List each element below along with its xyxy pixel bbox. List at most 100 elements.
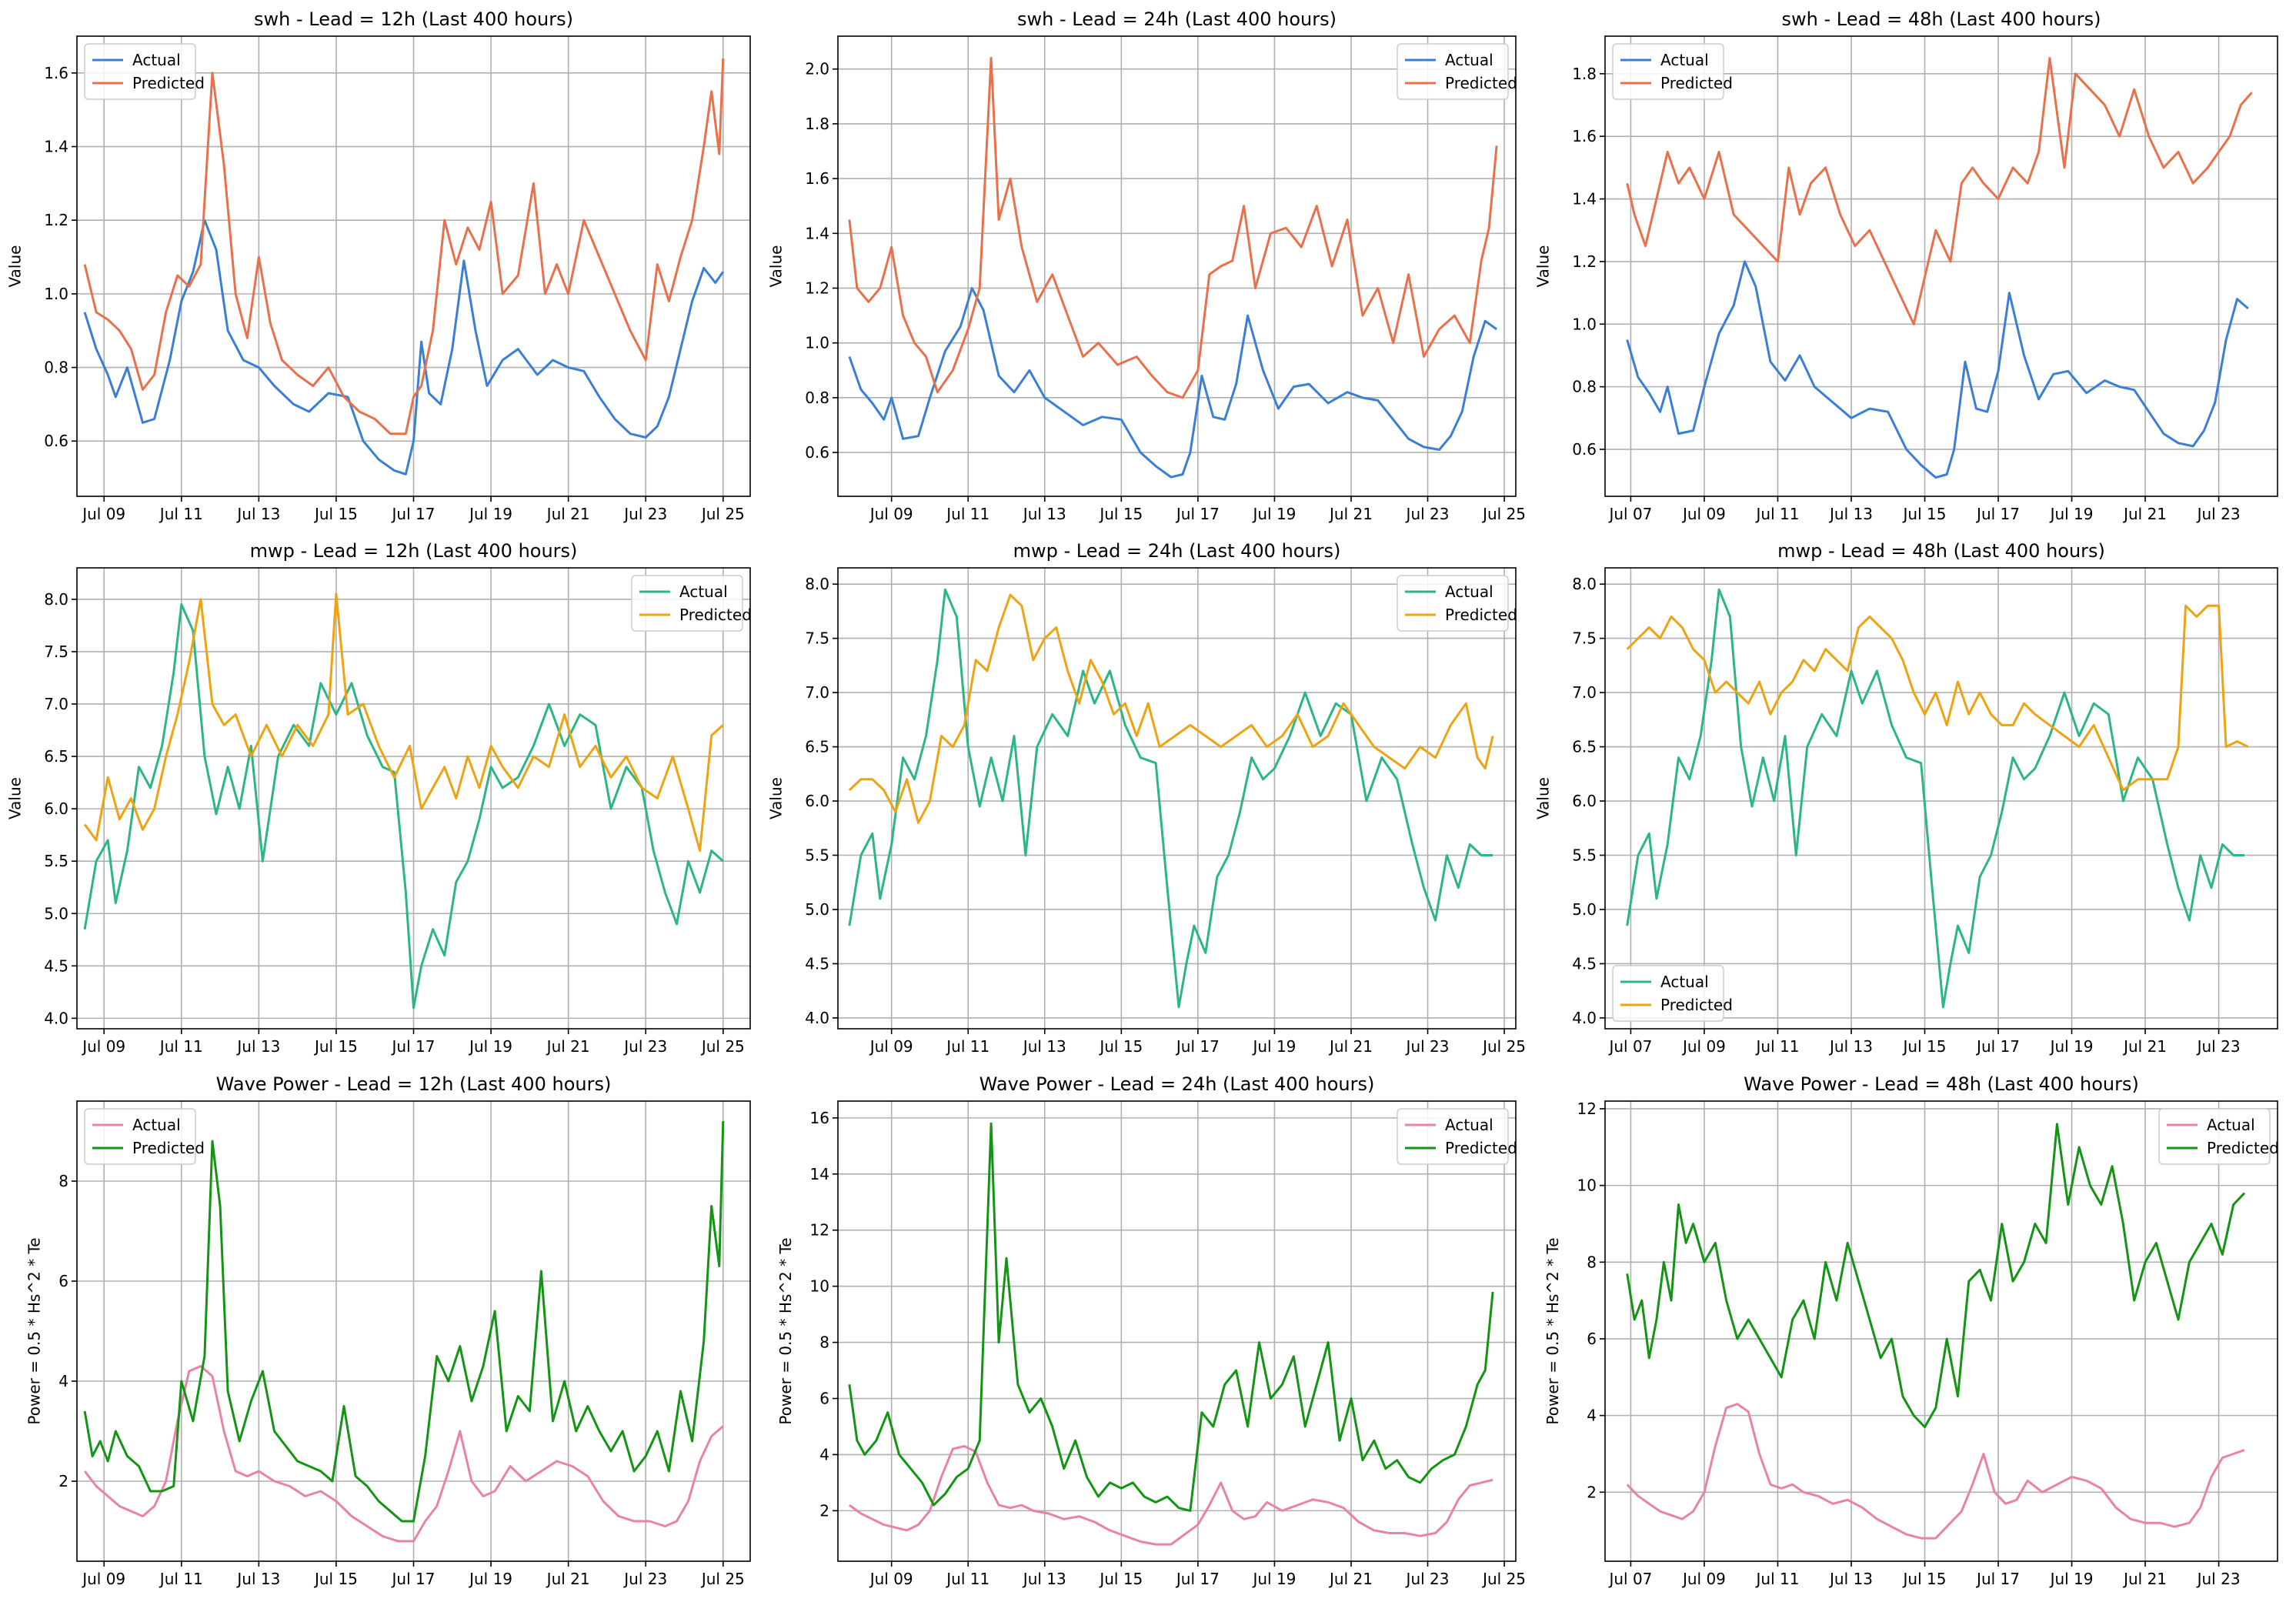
- y-axis-label: Value: [6, 777, 25, 819]
- y-tick-label: 2: [58, 1472, 68, 1490]
- y-tick-label: 4: [1587, 1407, 1597, 1425]
- x-tick-label: Jul 17: [391, 1037, 436, 1056]
- chart-panel-2: Jul 09 Jul 11 Jul 13 Jul 15 Jul 17 Jul 19 Jul …: [767, 8, 1527, 523]
- chart-title: Wave Power - Lead = 12h (Last 400 hours): [216, 1073, 612, 1095]
- x-tick-label: Jul 23: [1405, 1037, 1450, 1056]
- x-tick-label: Jul 23: [622, 1037, 667, 1056]
- legend-box: [84, 43, 196, 100]
- x-tick-label: Jul 23: [2196, 1570, 2241, 1588]
- legend-label-actual: Actual: [1445, 51, 1493, 69]
- y-tick-label: 8.0: [805, 575, 829, 593]
- y-tick-label: 1.2: [805, 279, 829, 297]
- x-tick-label: Jul 11: [159, 505, 203, 523]
- x-tick-label: Jul 23: [1405, 1570, 1450, 1588]
- y-tick-label: 4.5: [44, 956, 68, 975]
- y-tick-label: 5.5: [44, 852, 68, 870]
- y-tick-label: 14: [810, 1165, 829, 1183]
- legend-label-actual: Actual: [132, 1116, 181, 1134]
- legend-label-actual: Actual: [1660, 973, 1709, 991]
- series-line-predicted: [1626, 57, 2253, 325]
- legend-box: [1612, 43, 1724, 100]
- legend: Actual Predicted: [631, 575, 752, 632]
- x-tick-label: Jul 17: [1975, 1570, 2020, 1588]
- x-tick-label: Jul 09: [869, 505, 913, 523]
- x-tick-label: Jul 11: [945, 1570, 989, 1588]
- x-tick-label: Jul 17: [1175, 1570, 1220, 1588]
- y-tick-label: 7.0: [805, 683, 829, 702]
- y-tick-label: 1.4: [44, 138, 68, 156]
- y-tick-label: 10: [1577, 1176, 1597, 1195]
- axes-frame: [837, 35, 1517, 497]
- chart-panel-1: Jul 09 Jul 11 Jul 13 Jul 15 Jul 17 Jul 19 Jul …: [6, 8, 751, 523]
- x-tick-label: Jul 21: [1328, 1570, 1373, 1588]
- y-tick-label: 1.6: [1572, 127, 1597, 145]
- x-tick-label: Jul 25: [1481, 1037, 1526, 1056]
- legend-label-predicted: Predicted: [1445, 74, 1517, 92]
- series-line-predicted: [83, 1120, 725, 1523]
- series-line-predicted: [1626, 604, 2249, 792]
- legend-label-actual: Actual: [679, 582, 728, 601]
- x-tick-label: Jul 25: [1481, 1570, 1526, 1588]
- y-tick-label: 1.0: [1572, 315, 1597, 333]
- legend-label-predicted: Predicted: [1445, 1139, 1517, 1157]
- y-tick-label: 6.0: [805, 792, 829, 810]
- y-tick-label: 0.8: [1572, 378, 1597, 396]
- legend: Actual Predicted: [1397, 43, 1517, 100]
- x-tick-label: Jul 23: [2196, 505, 2241, 523]
- y-tick-label: 2: [1587, 1483, 1597, 1501]
- chart-title: mwp - Lead = 48h (Last 400 hours): [1777, 540, 2105, 562]
- x-tick-label: Jul 13: [235, 1037, 280, 1056]
- y-tick-label: 4.0: [44, 1009, 68, 1027]
- y-tick-label: 6: [819, 1390, 829, 1408]
- chart-title: Wave Power - Lead = 24h (Last 400 hours): [979, 1073, 1375, 1095]
- x-tick-label: Jul 19: [2049, 1037, 2094, 1056]
- series-line-actual: [848, 287, 1497, 479]
- legend-box: [1397, 1108, 1509, 1165]
- x-tick-label: Jul 13: [1022, 1037, 1066, 1056]
- y-axis-label: Value: [6, 245, 25, 288]
- series-line-actual: [83, 219, 725, 476]
- legend-label-actual: Actual: [1660, 51, 1709, 69]
- chart-panel-4: Jul 09 Jul 11 Jul 13 Jul 15 Jul 17 Jul 19 Jul …: [6, 540, 752, 1056]
- x-tick-label: Jul 09: [1681, 1037, 1726, 1056]
- x-tick-label: Jul 09: [1681, 1570, 1726, 1588]
- y-tick-label: 4.0: [805, 1009, 829, 1027]
- y-axis-label: Power = 0.5 * Hs^2 * Te: [1543, 1237, 1562, 1424]
- y-axis-label: Value: [1534, 245, 1553, 288]
- x-tick-label: Jul 21: [2122, 1037, 2167, 1056]
- legend-label-predicted: Predicted: [1445, 606, 1517, 624]
- series-line-actual: [849, 1445, 1493, 1546]
- y-axis-label: Value: [767, 777, 786, 819]
- y-tick-label: 4.0: [1572, 1009, 1597, 1027]
- chart-title: mwp - Lead = 12h (Last 400 hours): [250, 540, 578, 562]
- axes-frame: [837, 567, 1517, 1030]
- y-tick-label: 1.4: [805, 224, 829, 242]
- x-tick-label: Jul 11: [945, 1037, 989, 1056]
- x-tick-label: Jul 15: [1902, 1037, 1947, 1056]
- series-line-predicted: [848, 57, 1498, 399]
- x-tick-label: Jul 13: [235, 505, 280, 523]
- y-tick-label: 1.2: [44, 211, 68, 229]
- x-tick-label: Jul 15: [1902, 1570, 1947, 1588]
- chart-panel-8: Jul 09 Jul 11 Jul 13 Jul 15 Jul 17 Jul 19 Jul …: [776, 1073, 1526, 1588]
- x-tick-label: Jul 17: [391, 1570, 436, 1588]
- x-tick-label: Jul 09: [81, 1570, 125, 1588]
- legend-label-actual: Actual: [2207, 1116, 2255, 1134]
- y-tick-label: 8: [819, 1333, 829, 1352]
- x-tick-label: Jul 21: [1328, 1037, 1373, 1056]
- x-tick-label: Jul 19: [2049, 1570, 2094, 1588]
- axes-frame: [837, 1100, 1517, 1562]
- legend-label-predicted: Predicted: [1660, 74, 1733, 92]
- y-tick-label: 8.0: [1572, 575, 1597, 593]
- x-tick-label: Jul 11: [159, 1037, 203, 1056]
- y-tick-label: 8: [1587, 1253, 1597, 1271]
- series-line-actual: [1626, 588, 2244, 1009]
- x-tick-label: Jul 25: [700, 505, 745, 523]
- x-tick-label: Jul 23: [1405, 505, 1450, 523]
- legend-label-actual: Actual: [1445, 582, 1493, 601]
- x-tick-label: Jul 11: [1755, 1570, 1800, 1588]
- y-tick-label: 1.2: [1572, 252, 1597, 271]
- legend: Actual Predicted: [1397, 575, 1517, 632]
- y-tick-label: 0.8: [805, 389, 829, 407]
- x-tick-label: Jul 13: [1022, 505, 1066, 523]
